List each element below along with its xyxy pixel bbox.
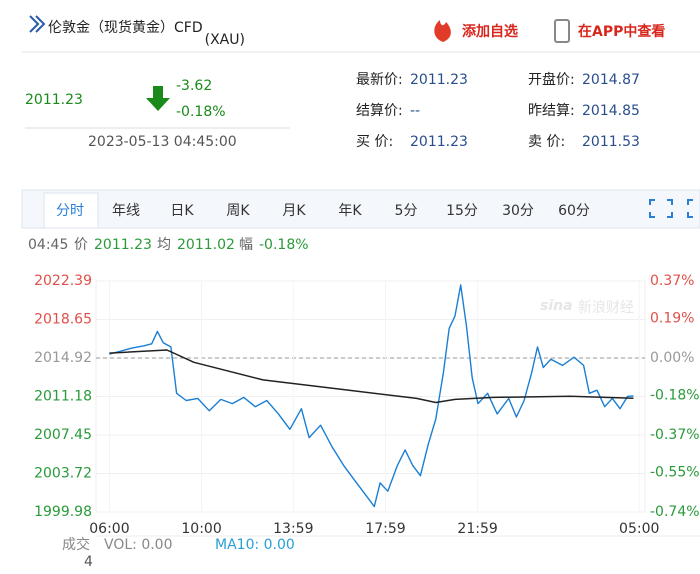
quote-pct: -0.18% (259, 237, 309, 253)
quote-avg: 2011.02 (177, 237, 235, 253)
tab[interactable]: 年K (338, 203, 362, 219)
tab[interactable]: 30分 (502, 203, 534, 219)
y-tick-label: 2022.39 (34, 273, 92, 289)
x-tick-label: 17:59 (365, 521, 405, 537)
tab[interactable]: 周K (226, 203, 250, 219)
info-value: 2011.53 (582, 134, 640, 150)
title-icon (29, 15, 46, 33)
tab-bar (21, 189, 700, 229)
tab[interactable]: 分时 (56, 203, 84, 219)
add-watchlist[interactable]: 添加自选 (462, 23, 518, 40)
info-label: 买 价: (356, 134, 393, 150)
volume-label: 成交 (62, 536, 90, 553)
ma10: MA10: 0.00 (215, 537, 295, 553)
y-tick-label: 2011.18 (34, 389, 92, 405)
fire-icon[interactable] (434, 20, 451, 42)
info-value: 2011.23 (410, 72, 468, 88)
info-label: 最新价: (356, 72, 403, 88)
info-label: 结算价: (356, 103, 403, 119)
series-line (109, 349, 634, 404)
y-tick-label: 2014.92 (34, 350, 92, 366)
price-label: 价 (74, 237, 88, 253)
tab[interactable]: 日K (170, 203, 194, 219)
avg-label: 均 (157, 237, 171, 253)
volume: VOL: 0.00 (104, 537, 173, 553)
info-value: 2011.23 (410, 134, 468, 150)
change: -3.62 (176, 78, 212, 94)
watermark: 新浪财经 (578, 300, 634, 316)
active-tab (43, 192, 99, 229)
quote-time: 04:45 (28, 237, 68, 253)
watermark: sina (540, 298, 573, 314)
y2-tick-label: 0.19% (650, 310, 694, 326)
x-tick-label: 13:59 (273, 521, 313, 537)
down-arrow (146, 86, 170, 111)
y-tick-label: 2018.65 (34, 312, 92, 328)
info-value: -- (410, 103, 420, 119)
price: 2011.23 (25, 92, 83, 108)
x-tick-label: 05:00 (619, 521, 659, 537)
y2-tick-label: 0.00% (650, 350, 694, 366)
x-tick-label: 21:59 (457, 521, 497, 537)
y-tick-label: 1999.98 (34, 504, 92, 520)
info-value: 2014.87 (582, 72, 640, 88)
series-line (109, 284, 634, 508)
y-tick-label: 2003.72 (34, 465, 92, 481)
datetime: 2023-05-13 04:45:00 (88, 134, 237, 150)
tab[interactable]: 月K (282, 203, 306, 219)
change-pct: -0.18% (176, 104, 226, 120)
y2-tick-label: -0.18% (650, 387, 700, 403)
tab[interactable]: 5分 (395, 203, 418, 219)
tab[interactable]: 60分 (558, 203, 590, 219)
x-tick-label: 10:00 (181, 521, 221, 537)
phone-icon[interactable] (554, 19, 570, 43)
fullscreen-icon[interactable] (649, 199, 673, 218)
more-icon[interactable] (687, 199, 693, 218)
quote-price: 2011.23 (94, 237, 152, 253)
tab[interactable]: 年线 (112, 203, 140, 219)
y2-tick-label: -0.55% (650, 464, 700, 480)
x-tick-label: 06:00 (89, 521, 129, 537)
page-title: 伦敦金（现货黄金）CFD (48, 19, 203, 36)
code: (XAU) (205, 32, 245, 48)
info-label: 昨结算: (528, 103, 575, 119)
pct-label: 幅 (239, 237, 253, 253)
info-label: 卖 价: (528, 134, 565, 150)
y-tick-label: 2007.45 (34, 427, 92, 443)
info-label: 开盘价: (528, 71, 575, 88)
volume-count: 4 (84, 554, 93, 570)
open-app[interactable]: 在APP中查看 (578, 23, 665, 40)
y2-tick-label: -0.74% (650, 504, 700, 520)
y2-tick-label: 0.37% (650, 273, 694, 289)
tab[interactable]: 15分 (446, 203, 478, 219)
info-value: 2014.85 (582, 103, 640, 119)
y2-tick-label: -0.37% (650, 427, 700, 443)
